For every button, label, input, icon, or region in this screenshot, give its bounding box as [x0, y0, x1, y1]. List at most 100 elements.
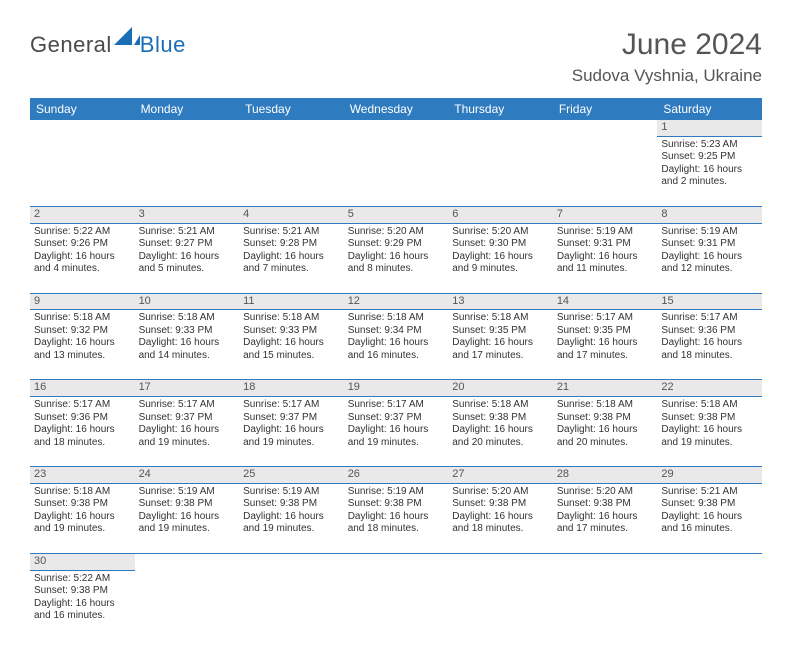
day-detail-cell: Sunrise: 5:17 AMSunset: 9:37 PMDaylight:… — [344, 397, 449, 467]
day-number-cell — [239, 553, 344, 570]
day-detail-cell: Sunrise: 5:21 AMSunset: 9:38 PMDaylight:… — [657, 483, 762, 553]
daylight-line: Daylight: 16 hours and 5 minutes. — [139, 251, 236, 276]
sunrise-line: Sunrise: 5:19 AM — [139, 486, 236, 499]
day-number-cell — [30, 120, 135, 136]
sunrise-line: Sunrise: 5:21 AM — [243, 226, 340, 239]
sunset-line: Sunset: 9:27 PM — [139, 238, 236, 251]
sunset-line: Sunset: 9:38 PM — [557, 412, 654, 425]
day-number-cell: 1 — [657, 120, 762, 136]
month-title: June 2024 — [572, 28, 762, 62]
daylight-line: Daylight: 16 hours and 14 minutes. — [139, 337, 236, 362]
day-number-cell: 11 — [239, 293, 344, 310]
day-detail-cell: Sunrise: 5:23 AMSunset: 9:25 PMDaylight:… — [657, 136, 762, 206]
day-detail-row: Sunrise: 5:22 AMSunset: 9:26 PMDaylight:… — [30, 223, 762, 293]
day-number-cell: 23 — [30, 467, 135, 484]
day-number-cell: 18 — [239, 380, 344, 397]
day-number-cell: 4 — [239, 206, 344, 223]
day-detail-cell: Sunrise: 5:20 AMSunset: 9:29 PMDaylight:… — [344, 223, 449, 293]
weekday-header: Tuesday — [239, 98, 344, 120]
day-number-cell: 26 — [344, 467, 449, 484]
day-detail-cell — [448, 136, 553, 206]
day-detail-cell: Sunrise: 5:18 AMSunset: 9:38 PMDaylight:… — [657, 397, 762, 467]
weekday-header: Sunday — [30, 98, 135, 120]
day-number-cell — [657, 553, 762, 570]
day-number-cell: 22 — [657, 380, 762, 397]
sunset-line: Sunset: 9:35 PM — [452, 325, 549, 338]
calendar-page: General Blue June 2024 Sudova Vyshnia, U… — [0, 0, 792, 650]
sunset-line: Sunset: 9:38 PM — [661, 498, 758, 511]
sunset-line: Sunset: 9:38 PM — [661, 412, 758, 425]
day-number-cell: 12 — [344, 293, 449, 310]
daylight-line: Daylight: 16 hours and 19 minutes. — [661, 424, 758, 449]
daylight-line: Daylight: 16 hours and 15 minutes. — [243, 337, 340, 362]
daylight-line: Daylight: 16 hours and 8 minutes. — [348, 251, 445, 276]
daylight-line: Daylight: 16 hours and 19 minutes. — [34, 511, 131, 536]
day-detail-cell: Sunrise: 5:22 AMSunset: 9:38 PMDaylight:… — [30, 570, 135, 640]
sunrise-line: Sunrise: 5:21 AM — [661, 486, 758, 499]
day-detail-cell — [30, 136, 135, 206]
day-detail-cell: Sunrise: 5:21 AMSunset: 9:27 PMDaylight:… — [135, 223, 240, 293]
daylight-line: Daylight: 16 hours and 7 minutes. — [243, 251, 340, 276]
sunrise-line: Sunrise: 5:19 AM — [348, 486, 445, 499]
daylight-line: Daylight: 16 hours and 17 minutes. — [557, 337, 654, 362]
daylight-line: Daylight: 16 hours and 18 minutes. — [348, 511, 445, 536]
day-number-cell — [448, 120, 553, 136]
sunset-line: Sunset: 9:28 PM — [243, 238, 340, 251]
daylight-line: Daylight: 16 hours and 16 minutes. — [348, 337, 445, 362]
sunset-line: Sunset: 9:31 PM — [661, 238, 758, 251]
calendar-table: Sunday Monday Tuesday Wednesday Thursday… — [30, 98, 762, 640]
day-detail-cell — [239, 570, 344, 640]
sunrise-line: Sunrise: 5:18 AM — [139, 312, 236, 325]
day-number-cell: 17 — [135, 380, 240, 397]
sunrise-line: Sunrise: 5:18 AM — [557, 399, 654, 412]
daylight-line: Daylight: 16 hours and 18 minutes. — [661, 337, 758, 362]
sunset-line: Sunset: 9:25 PM — [661, 151, 758, 164]
day-detail-cell: Sunrise: 5:18 AMSunset: 9:35 PMDaylight:… — [448, 310, 553, 380]
day-number-row: 16171819202122 — [30, 380, 762, 397]
daylight-line: Daylight: 16 hours and 4 minutes. — [34, 251, 131, 276]
day-detail-cell: Sunrise: 5:20 AMSunset: 9:38 PMDaylight:… — [448, 483, 553, 553]
day-detail-cell: Sunrise: 5:19 AMSunset: 9:31 PMDaylight:… — [553, 223, 658, 293]
day-number-cell — [135, 120, 240, 136]
daylight-line: Daylight: 16 hours and 17 minutes. — [452, 337, 549, 362]
day-number-row: 2345678 — [30, 206, 762, 223]
day-detail-cell — [553, 570, 658, 640]
daylight-line: Daylight: 16 hours and 16 minutes. — [34, 598, 131, 623]
daylight-line: Daylight: 16 hours and 12 minutes. — [661, 251, 758, 276]
daylight-line: Daylight: 16 hours and 13 minutes. — [34, 337, 131, 362]
day-number-cell: 2 — [30, 206, 135, 223]
sunrise-line: Sunrise: 5:18 AM — [34, 486, 131, 499]
day-detail-cell — [344, 136, 449, 206]
day-detail-cell — [239, 136, 344, 206]
sunrise-line: Sunrise: 5:23 AM — [661, 139, 758, 152]
day-detail-cell: Sunrise: 5:19 AMSunset: 9:31 PMDaylight:… — [657, 223, 762, 293]
day-detail-row: Sunrise: 5:23 AMSunset: 9:25 PMDaylight:… — [30, 136, 762, 206]
sunrise-line: Sunrise: 5:17 AM — [661, 312, 758, 325]
day-number-cell: 10 — [135, 293, 240, 310]
sunset-line: Sunset: 9:38 PM — [452, 412, 549, 425]
logo-sail-icon — [114, 27, 140, 52]
daylight-line: Daylight: 16 hours and 19 minutes. — [243, 511, 340, 536]
day-detail-cell: Sunrise: 5:17 AMSunset: 9:37 PMDaylight:… — [239, 397, 344, 467]
day-detail-cell: Sunrise: 5:18 AMSunset: 9:38 PMDaylight:… — [448, 397, 553, 467]
sunrise-line: Sunrise: 5:20 AM — [348, 226, 445, 239]
day-number-row: 1 — [30, 120, 762, 136]
sunset-line: Sunset: 9:36 PM — [34, 412, 131, 425]
sunrise-line: Sunrise: 5:17 AM — [557, 312, 654, 325]
sunset-line: Sunset: 9:30 PM — [452, 238, 549, 251]
sunset-line: Sunset: 9:37 PM — [139, 412, 236, 425]
sunset-line: Sunset: 9:38 PM — [452, 498, 549, 511]
sunrise-line: Sunrise: 5:19 AM — [557, 226, 654, 239]
sunset-line: Sunset: 9:31 PM — [557, 238, 654, 251]
weekday-header: Friday — [553, 98, 658, 120]
sunset-line: Sunset: 9:33 PM — [139, 325, 236, 338]
sunset-line: Sunset: 9:35 PM — [557, 325, 654, 338]
logo-text-general: General — [30, 32, 112, 58]
sunrise-line: Sunrise: 5:22 AM — [34, 226, 131, 239]
sunrise-line: Sunrise: 5:22 AM — [34, 573, 131, 586]
daylight-line: Daylight: 16 hours and 18 minutes. — [452, 511, 549, 536]
day-detail-cell: Sunrise: 5:18 AMSunset: 9:34 PMDaylight:… — [344, 310, 449, 380]
day-number-cell: 25 — [239, 467, 344, 484]
sunset-line: Sunset: 9:29 PM — [348, 238, 445, 251]
day-detail-cell: Sunrise: 5:22 AMSunset: 9:26 PMDaylight:… — [30, 223, 135, 293]
